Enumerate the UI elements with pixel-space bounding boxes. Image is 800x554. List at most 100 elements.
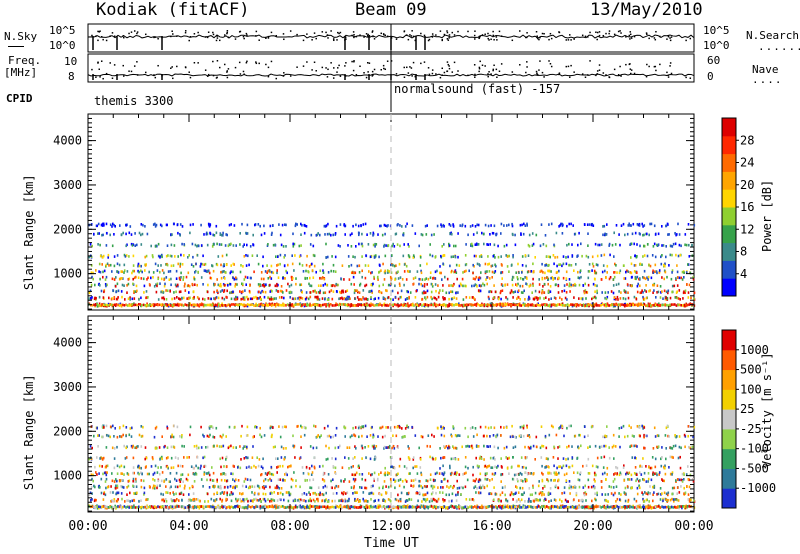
data-point xyxy=(241,282,243,286)
data-point xyxy=(683,486,685,490)
data-point xyxy=(656,271,658,275)
data-point xyxy=(645,284,647,287)
data-point xyxy=(243,255,246,258)
freq-dot xyxy=(535,70,538,73)
data-point xyxy=(653,289,655,292)
freq-dot xyxy=(243,73,245,75)
freq-dot xyxy=(403,76,406,78)
data-point xyxy=(541,289,544,293)
data-point xyxy=(489,243,491,246)
data-point xyxy=(619,297,622,300)
data-point xyxy=(634,275,637,279)
freq-dot xyxy=(669,65,671,67)
nsearch-dot xyxy=(339,31,342,34)
data-point xyxy=(253,435,255,438)
data-point xyxy=(506,265,509,268)
data-point xyxy=(203,263,205,266)
data-point xyxy=(491,466,494,469)
data-point xyxy=(227,244,230,248)
data-point xyxy=(286,303,289,306)
data-point xyxy=(129,225,132,228)
data-point xyxy=(512,291,515,294)
data-point xyxy=(577,243,579,247)
freq-dot xyxy=(526,61,528,63)
data-point xyxy=(678,276,681,280)
data-point xyxy=(448,291,450,295)
data-point xyxy=(667,289,670,293)
data-point xyxy=(247,456,249,460)
data-point xyxy=(335,290,338,293)
data-point xyxy=(643,233,645,237)
data-point xyxy=(269,485,271,489)
data-point xyxy=(312,492,314,495)
data-point xyxy=(488,492,490,496)
data-point xyxy=(244,289,246,292)
data-point xyxy=(356,289,358,292)
data-point xyxy=(263,224,265,228)
data-point xyxy=(322,269,324,272)
data-point xyxy=(514,290,517,293)
data-point xyxy=(676,233,678,236)
data-point xyxy=(297,424,299,428)
data-point xyxy=(135,485,138,488)
data-point xyxy=(221,435,223,439)
data-point xyxy=(525,466,527,470)
data-point xyxy=(407,243,409,246)
data-point xyxy=(552,425,554,429)
data-point xyxy=(643,244,646,248)
data-point xyxy=(659,487,662,490)
data-point xyxy=(622,222,625,226)
data-point xyxy=(605,444,607,448)
data-point xyxy=(370,297,372,300)
nsearch-dot xyxy=(414,39,416,42)
data-point xyxy=(117,289,120,293)
data-point xyxy=(374,499,376,502)
data-point xyxy=(324,291,327,294)
nsearch-dot xyxy=(368,34,371,37)
data-point xyxy=(217,296,220,300)
data-point xyxy=(557,457,559,460)
data-point xyxy=(128,479,131,483)
data-point xyxy=(522,303,524,307)
nsearch-dot xyxy=(311,39,313,41)
data-point xyxy=(678,303,681,307)
nsearch-dot xyxy=(407,38,410,41)
data-point xyxy=(560,303,562,307)
nsearch-dot xyxy=(431,33,434,35)
data-point xyxy=(302,270,305,273)
data-point xyxy=(633,270,636,273)
nave-legend-dots: .... xyxy=(752,73,783,86)
data-point xyxy=(441,224,443,228)
freq-dot xyxy=(617,74,620,76)
data-point xyxy=(562,457,565,460)
data-point xyxy=(452,284,454,287)
data-point xyxy=(671,271,673,274)
data-point xyxy=(538,290,541,294)
data-point xyxy=(561,466,563,470)
data-point xyxy=(121,497,123,501)
data-point xyxy=(249,486,251,489)
data-point xyxy=(545,457,548,460)
data-point xyxy=(321,499,324,502)
data-point xyxy=(271,289,273,293)
data-point xyxy=(609,253,611,257)
freq-dot xyxy=(176,65,178,68)
data-point xyxy=(435,303,438,306)
data-point xyxy=(140,471,142,475)
data-point xyxy=(485,278,487,281)
nsearch-dot xyxy=(97,30,99,33)
data-point xyxy=(224,304,226,307)
data-point xyxy=(613,275,616,279)
data-point xyxy=(267,277,270,280)
freq-dot xyxy=(283,72,285,74)
data-point xyxy=(216,289,218,292)
data-point xyxy=(687,296,690,299)
data-point xyxy=(247,297,249,301)
data-point xyxy=(478,255,481,258)
data-point xyxy=(395,303,398,307)
data-point xyxy=(510,289,513,292)
data-point xyxy=(443,243,445,246)
data-point xyxy=(282,302,284,306)
data-point xyxy=(594,290,596,293)
freq-dot xyxy=(302,65,305,67)
